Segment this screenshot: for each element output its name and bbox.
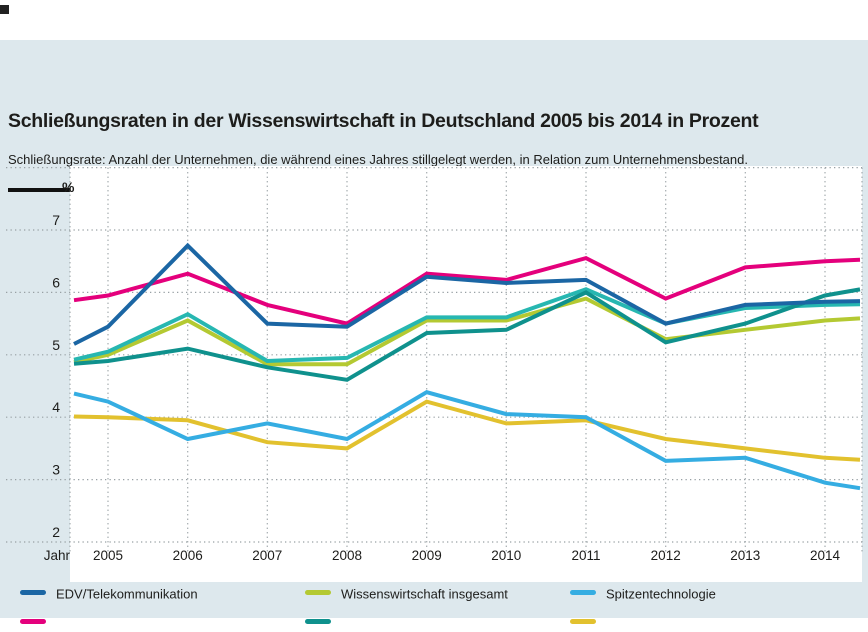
series-line-edv-telekommunikation: [73, 242, 861, 346]
x-tick-label: 2005: [93, 548, 123, 563]
vertical-gridlines: [69, 167, 863, 553]
legend-row2-partial-item: [20, 614, 56, 632]
series-line-series-teal: [73, 287, 861, 364]
legend-row2-partial-item: [305, 614, 341, 632]
chart-title: Schließungsraten in der Wissenswirtschaf…: [8, 110, 759, 132]
x-axis-title: Jahr: [44, 548, 71, 563]
series-line-series-darkteal: [73, 287, 861, 382]
series-line-wissenswirtschaft-insgesamt: [73, 296, 861, 367]
series-lines: [73, 242, 861, 491]
legend-swatch-partial: [20, 619, 46, 624]
y-tick-label: 3: [52, 462, 60, 478]
y-axis-ticks: 7 6 5 4 3 2%: [52, 179, 75, 540]
legend-item-edv-telekommunikation: EDV/Telekommunikation: [20, 585, 198, 603]
legend-item-wissenswirtschaft-insgesamt: Wissenswirtschaft insgesamt: [305, 585, 508, 603]
legend-swatch-partial: [570, 619, 596, 624]
legend-swatch-wissenswirtschaft: [305, 590, 331, 595]
legend-swatch-edv: [20, 590, 46, 595]
y-tick-label: 6: [52, 274, 60, 290]
legend-row2-partial-item: [570, 614, 606, 632]
legend-item-spitzentechnologie: Spitzentechnologie: [570, 585, 716, 603]
x-tick-label: 2006: [173, 548, 203, 563]
x-tick-label: 2011: [571, 548, 600, 563]
horizontal-gridlines: [6, 167, 862, 543]
x-tick-label: 2009: [412, 548, 442, 563]
cropped-bullet: [0, 5, 9, 14]
line-chart: 7 6 5 4 3 2% Jahr 2005 2006 2007 2008 2009 2010 2011 2…: [6, 166, 863, 582]
x-tick-label: 2013: [730, 548, 760, 563]
y-tick-label: 4: [52, 399, 60, 415]
y-tick-label: 7: [52, 212, 60, 228]
plot-area: [70, 166, 862, 582]
x-tick-label: 2012: [651, 548, 681, 563]
legend-label: Spitzentechnologie: [606, 586, 716, 602]
x-tick-label: 2010: [491, 548, 521, 563]
y-axis-unit-label: %: [62, 179, 75, 195]
legend-swatch-spitzentechnologie: [570, 590, 596, 595]
series-line-series-yellow: [73, 399, 861, 462]
x-tick-label: 2008: [332, 548, 362, 563]
legend-label: Wissenswirtschaft insgesamt: [341, 586, 508, 602]
x-tick-label: 2007: [252, 548, 282, 563]
chart-subtitle: Schließungsrate: Anzahl der Unternehmen,…: [8, 152, 748, 167]
legend-label: EDV/Telekommunikation: [56, 586, 198, 602]
series-line-spitzentechnologie: [73, 390, 861, 491]
legend-swatch-partial: [305, 619, 331, 624]
y-tick-label: 5: [52, 337, 60, 353]
x-tick-label: 2014: [810, 548, 841, 563]
x-axis-labels: Jahr 2005 2006 2007 2008 2009 2010 2011 2012 2013…: [44, 548, 841, 563]
y-tick-label: 2: [52, 524, 60, 540]
series-line-series-pink: [73, 255, 861, 326]
